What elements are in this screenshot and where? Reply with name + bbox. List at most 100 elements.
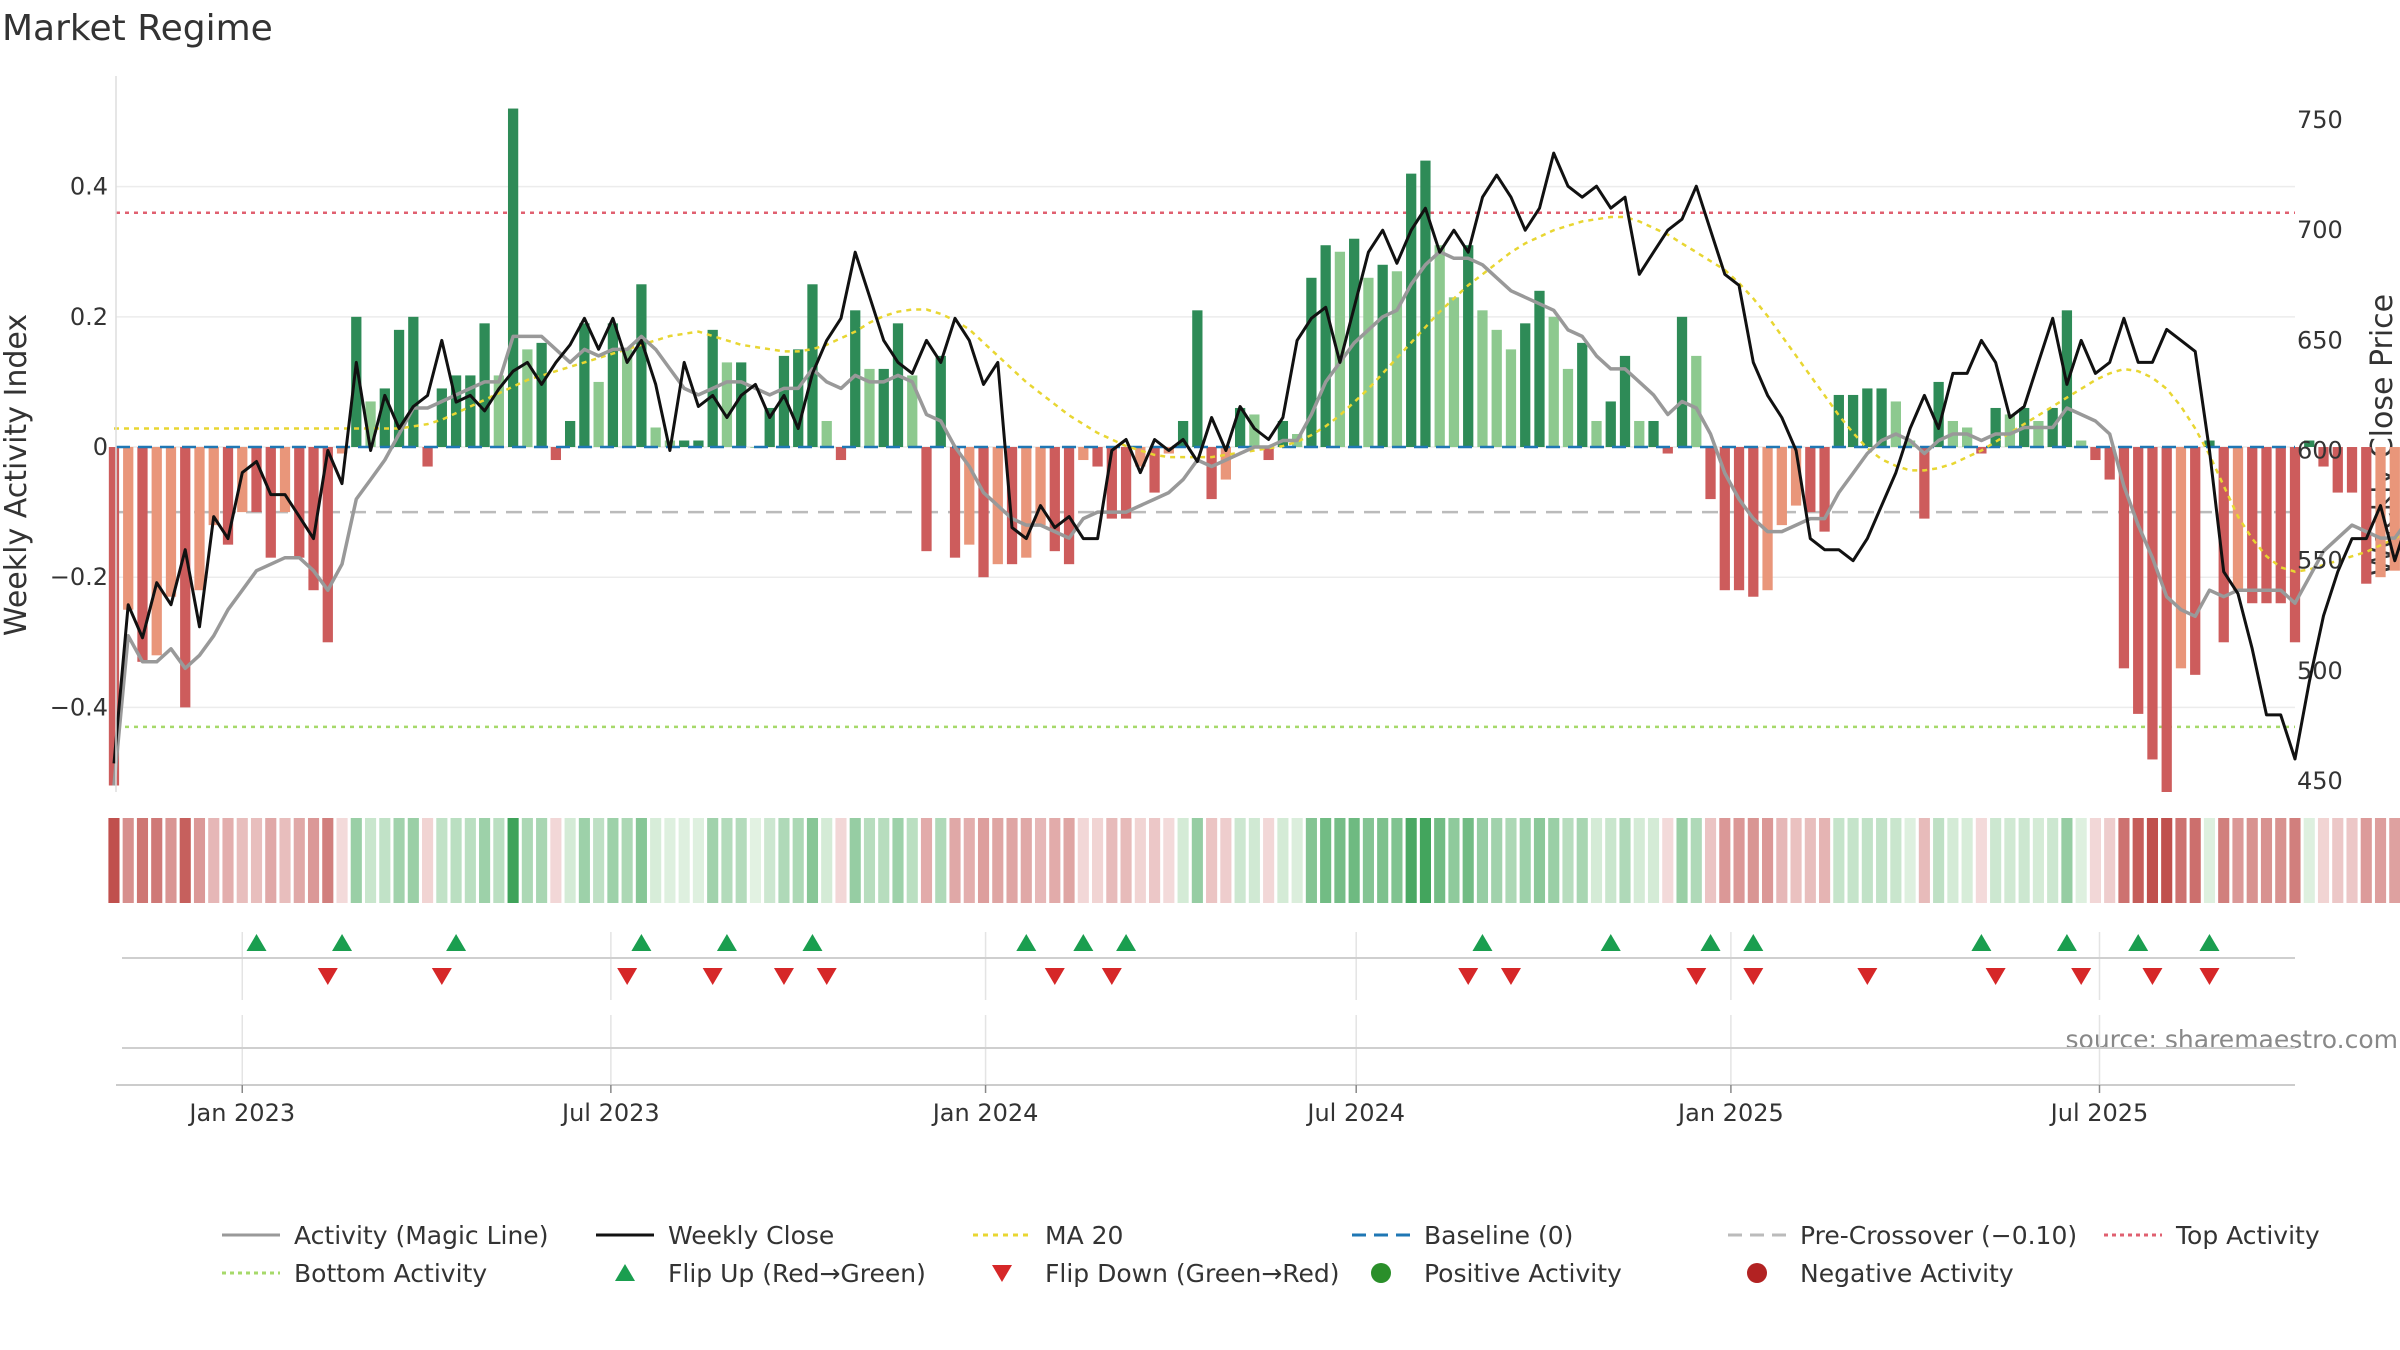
activity-bar (2289, 447, 2301, 643)
regime-cell (1077, 818, 1089, 903)
flip-up-marker (1073, 934, 1094, 951)
regime-cell (1861, 818, 1873, 903)
regime-cell (1533, 818, 1546, 903)
regime-cell (764, 818, 776, 903)
regime-cell (1733, 818, 1745, 903)
source-label: source: sharemaestro.com (2066, 1025, 2399, 1054)
regime-cell (1419, 818, 1431, 903)
regime-cell (1377, 818, 1389, 903)
flip-up-marker (1016, 934, 1037, 951)
regime-cell (1334, 818, 1346, 903)
activity-bar (1035, 447, 1046, 526)
flip-down-marker (816, 968, 837, 985)
activity-bar (265, 447, 276, 558)
legend-label: Positive Activity (1424, 1259, 1622, 1288)
activity-bar (322, 447, 333, 643)
activity-bar (2247, 447, 2258, 604)
regime-cell (2132, 818, 2144, 903)
legend-item: Pre-Crossover (−0.10) (1728, 1221, 2077, 1250)
regime-cell (322, 818, 334, 903)
activity-bar (2118, 447, 2130, 669)
regime-strip (108, 818, 2400, 903)
activity-bar (721, 362, 733, 448)
regime-cell (1704, 818, 1717, 903)
regime-cell (2189, 818, 2201, 903)
regime-cell (436, 818, 448, 903)
activity-bar (1805, 447, 1816, 513)
flip-up-marker (802, 934, 823, 951)
regime-cell (2118, 818, 2130, 903)
chart-title: Market Regime (2, 8, 273, 49)
regime-cell (892, 818, 904, 903)
regime-cell (835, 818, 847, 903)
regime-cell (479, 818, 491, 903)
regime-cell (1833, 818, 1845, 903)
activity-bar (2361, 447, 2372, 584)
regime-cell (2332, 818, 2344, 903)
activity-bar (1562, 368, 1574, 448)
activity-bar (1263, 447, 1274, 461)
regime-cell (992, 818, 1004, 903)
x-tick-label: Jul 2025 (2049, 1099, 2149, 1127)
activity-bar (507, 108, 519, 448)
activity-bar (2218, 447, 2229, 643)
regime-cell (1305, 818, 1317, 903)
legend-label: Top Activity (2175, 1221, 2320, 1250)
flip-markers-panel (122, 934, 2295, 1049)
flip-down-marker (317, 968, 338, 985)
y2-tick-label: 700 (2297, 216, 2343, 244)
legend-item: Negative Activity (1747, 1259, 2014, 1288)
activity-bar (1277, 420, 1289, 448)
activity-bar (821, 420, 832, 448)
activity-bar (308, 447, 319, 591)
legend-label: Negative Activity (1800, 1259, 2014, 1288)
activity-bar (1249, 414, 1260, 448)
activity-bar (180, 447, 191, 708)
activity-bar (2261, 447, 2272, 604)
regime-cell (1462, 818, 1474, 903)
activity-bar (2332, 447, 2343, 493)
legend-item: Flip Down (Green→Red) (992, 1259, 1340, 1288)
activity-bar (1135, 447, 1146, 467)
regime-cell (1762, 818, 1774, 903)
activity-bar (2275, 447, 2286, 604)
x-tick-label: Jul 2024 (1305, 1099, 1405, 1127)
regime-cell (1405, 818, 1417, 903)
regime-cell (1947, 818, 1959, 903)
activity-bar (1933, 381, 1944, 448)
flip-down-marker (2199, 968, 2220, 985)
activity-bar (1605, 401, 1616, 448)
regime-cell (1320, 818, 1332, 903)
regime-cell (2032, 818, 2044, 903)
activity-bar (1619, 355, 1631, 448)
activity-bar (422, 447, 433, 467)
legend-swatch (615, 1264, 635, 1281)
activity-bar (1006, 447, 1018, 565)
activity-bar (1862, 388, 1873, 448)
activity-bar (764, 407, 775, 448)
regime-cell (279, 818, 291, 903)
activity-bar (978, 447, 989, 578)
activity-bar (1334, 251, 1346, 448)
activity-bar (2389, 447, 2400, 571)
regime-cell (550, 818, 562, 903)
activity-bar (1220, 447, 1231, 480)
regime-cell (1063, 818, 1075, 903)
regime-cell (692, 818, 704, 903)
regime-cell (949, 818, 961, 903)
flip-up-marker (2128, 934, 2149, 951)
regime-cell (507, 818, 519, 903)
flip-down-marker (1686, 968, 1707, 985)
activity-bar (964, 447, 975, 545)
activity-bar (1192, 310, 1203, 448)
regime-cell (2061, 818, 2073, 903)
activity-bar (607, 323, 619, 448)
regime-cell (1519, 818, 1531, 903)
regime-cell (1020, 818, 1032, 903)
activity-bar (1876, 388, 1887, 448)
regime-cell (1619, 818, 1631, 903)
activity-bar (1177, 420, 1189, 448)
activity-bar (1149, 447, 1160, 493)
regime-cell (2104, 818, 2116, 903)
activity-bar (1890, 401, 1901, 448)
